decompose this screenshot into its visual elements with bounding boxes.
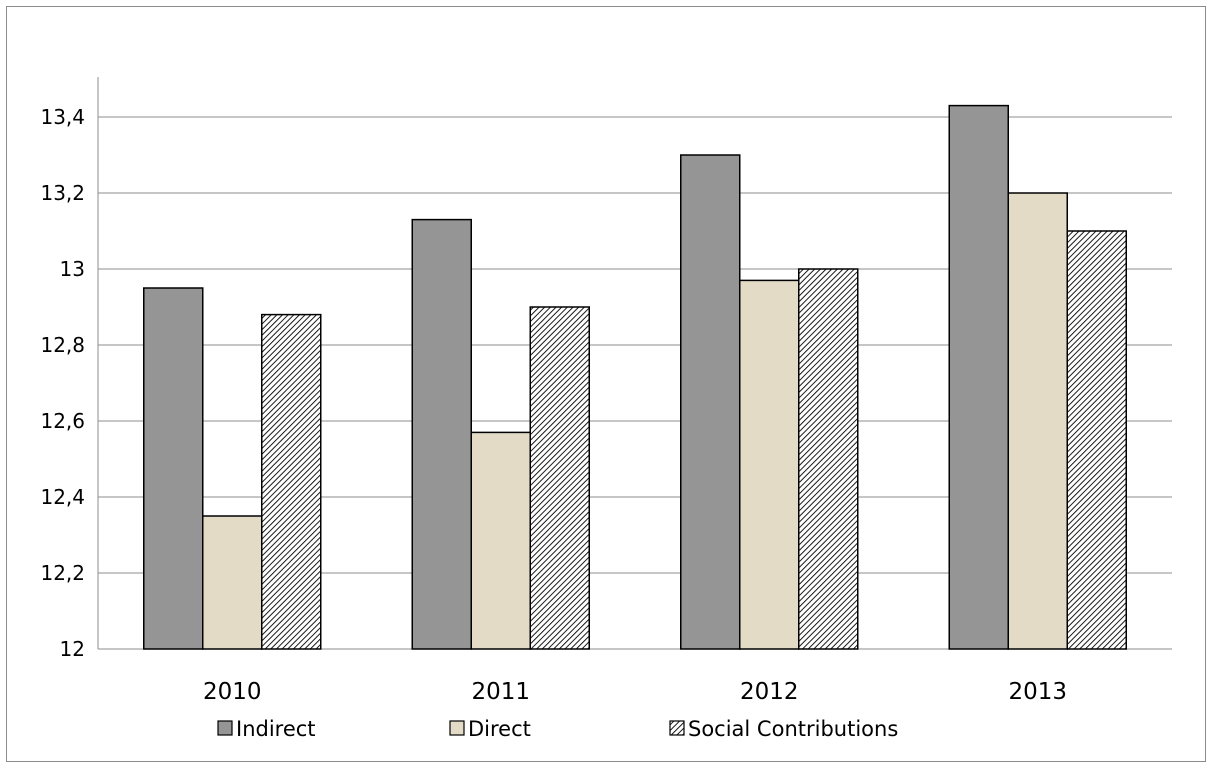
bar-social-contributions-2011 <box>529 306 590 650</box>
y-tick-label: 12 <box>60 637 85 661</box>
bar-social-contributions-2010 <box>261 313 322 650</box>
y-tick-label: 12,2 <box>40 561 85 585</box>
y-tick-label: 12,8 <box>40 333 85 357</box>
x-tick-label: 2013 <box>1008 679 1067 705</box>
legend-swatch <box>669 720 685 736</box>
y-tick-label: 13 <box>60 257 85 281</box>
bar-direct-2011 <box>470 431 531 650</box>
x-tick-labels: 2010 2011 2012 2013 <box>203 679 1067 705</box>
legend-swatch <box>449 720 465 736</box>
bar-direct-2013 <box>1007 192 1068 650</box>
legend-swatch <box>217 720 233 736</box>
legend-label: Indirect <box>236 717 316 741</box>
x-tick-label: 2010 <box>203 679 262 705</box>
bar-indirect-2011 <box>411 218 472 650</box>
bar-social-contributions-2013 <box>1066 230 1127 650</box>
bar-indirect-2012 <box>680 154 741 650</box>
bar-direct-2010 <box>202 515 263 650</box>
legend-label: Direct <box>468 717 531 741</box>
bar-indirect-2010 <box>143 287 204 650</box>
bars <box>143 104 1127 650</box>
y-tick-label: 13,2 <box>40 181 85 205</box>
bar-social-contributions-2012 <box>798 268 859 650</box>
y-tick-label: 12,4 <box>40 485 85 509</box>
x-tick-label: 2011 <box>471 679 530 705</box>
legend-label: Social Contributions <box>688 717 898 741</box>
x-tick-label: 2012 <box>740 679 799 705</box>
y-tick-labels: 12 12,2 12,4 12,6 12,8 13 13,2 13,4 <box>40 105 85 661</box>
y-tick-label: 13,4 <box>40 105 85 129</box>
bar-indirect-2013 <box>948 104 1009 650</box>
bar-direct-2012 <box>739 279 800 650</box>
legend: Indirect Direct Social Contributions <box>217 717 898 741</box>
chart-frame: 12 12,2 12,4 12,6 12,8 13 13,2 13,4 2010 2011 201… <box>6 6 1206 762</box>
y-tick-label: 12,6 <box>40 409 85 433</box>
